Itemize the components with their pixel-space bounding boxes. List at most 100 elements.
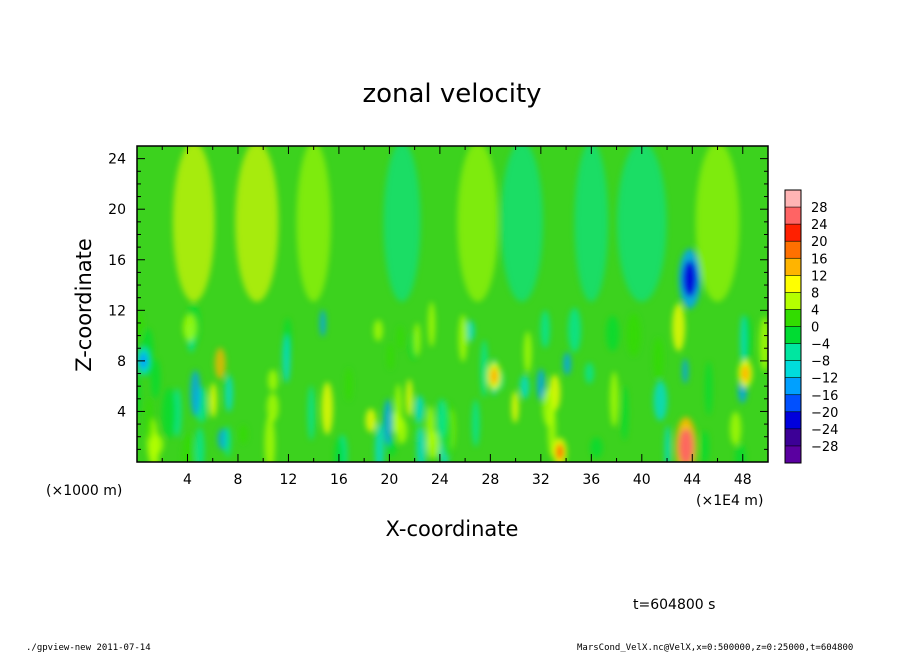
field-streak	[405, 379, 413, 417]
colorbar-label: 12	[811, 269, 828, 284]
footer-left: ./gpview-new 2011-07-14	[26, 643, 151, 653]
x-axis-label: X-coordinate	[386, 517, 519, 541]
field-streak	[224, 425, 232, 458]
field-streak	[145, 397, 153, 441]
field-streak	[480, 339, 488, 398]
colorbar-swatch	[785, 275, 801, 293]
chart-title: zonal velocity	[362, 79, 541, 109]
field-streak	[413, 322, 421, 356]
field-streak	[701, 430, 709, 462]
field-band	[574, 146, 609, 302]
colorbar-label: 4	[811, 303, 819, 318]
colorbar-label: 24	[811, 218, 828, 233]
field-streak	[609, 371, 619, 427]
field-band	[296, 146, 331, 302]
x-tick-label: 8	[233, 472, 242, 488]
field-streak	[334, 437, 344, 462]
colorbar-swatch	[785, 190, 801, 208]
field-streak	[540, 310, 550, 349]
field-streak	[394, 383, 403, 434]
field-streak	[519, 374, 530, 400]
y-axis-label: Z-coordinate	[72, 238, 96, 372]
x-tick-label: 32	[532, 472, 550, 488]
x-tick-label: 4	[183, 472, 192, 488]
field-streak	[151, 358, 161, 399]
field-streak	[436, 398, 447, 440]
field-streak	[653, 380, 668, 421]
colorbar-swatch	[785, 241, 801, 259]
field-streak	[319, 309, 326, 337]
x-tick-label: 40	[633, 472, 651, 488]
x-unit-right: (×1E4 m)	[696, 493, 763, 509]
colorbar-swatch	[785, 428, 801, 447]
field-streak	[183, 314, 197, 342]
x-unit-left: (×1000 m)	[46, 483, 122, 499]
field-streak	[190, 370, 201, 417]
y-tick-label: 16	[108, 253, 126, 269]
x-tick-label: 44	[683, 472, 701, 488]
x-axis-ticks: 4 8 12 16 20 24 28 32 36 40 44 48	[161, 146, 752, 488]
field-streak	[547, 402, 557, 457]
field-streak	[653, 337, 664, 380]
field-band	[617, 146, 667, 302]
field-streak	[182, 433, 195, 462]
field-feature	[678, 428, 693, 462]
y-tick-label: 8	[117, 354, 126, 370]
field-streak	[606, 315, 620, 352]
field-streak	[396, 325, 404, 350]
field-band	[172, 146, 215, 302]
field-streak	[568, 307, 582, 353]
field-streak	[307, 385, 315, 441]
colorbar-label: 16	[811, 252, 828, 267]
field-band	[457, 146, 499, 302]
field-feature	[682, 260, 697, 297]
field-streak	[458, 314, 468, 362]
colorbar-label: −24	[811, 423, 838, 438]
colorbar-label: −4	[811, 338, 830, 353]
y-axis-ticks: 4 8 12 16 20 24	[108, 152, 768, 450]
colorbar-swatch	[785, 360, 801, 379]
y-tick-label: 12	[108, 303, 126, 319]
y-tick-label: 4	[117, 404, 126, 420]
colorbar-swatch	[785, 377, 801, 396]
field-streak	[321, 381, 334, 435]
colorbar-label: −8	[811, 355, 830, 370]
field-streak	[137, 372, 141, 416]
field-streak	[345, 367, 353, 402]
field-streak	[563, 352, 572, 376]
field-streak	[730, 411, 742, 446]
field-streak	[386, 343, 395, 370]
field-band	[383, 146, 421, 302]
plot-frame	[136, 145, 769, 463]
field-streak	[664, 425, 671, 462]
field-streak	[536, 368, 546, 402]
footer-right: MarsCond_VelX.nc@VelX,x=0:500000,z=0:250…	[577, 643, 854, 653]
colorbar: 28 24 20 16 12 8 4 0 −4 −8 −12 −16 −20 −24 −28	[784, 189, 838, 464]
field-band	[695, 146, 740, 302]
field-streak	[523, 331, 532, 373]
colorbar-label: −28	[811, 440, 838, 455]
y-tick-label: 24	[108, 152, 126, 168]
field-streak	[239, 424, 248, 444]
field-streak	[584, 362, 594, 384]
field-streak	[682, 358, 689, 384]
field-streak	[426, 405, 435, 449]
y-tick-label: 20	[108, 202, 126, 218]
colorbar-label: −20	[811, 406, 838, 421]
field-streak	[282, 334, 291, 384]
field-streak	[173, 387, 182, 438]
field-streak	[150, 434, 164, 454]
field-streak	[414, 395, 425, 423]
colorbar-label: −16	[811, 389, 838, 404]
colorbar-swatch	[785, 292, 801, 310]
field-streak	[195, 427, 205, 462]
field-feature	[555, 443, 564, 460]
field-streak	[465, 320, 475, 342]
colorbar-label: 0	[811, 321, 819, 336]
field-band	[235, 146, 279, 302]
field-streak	[626, 313, 641, 357]
x-tick-label: 48	[734, 472, 752, 488]
colorbar-swatch	[785, 394, 801, 413]
field-streak	[373, 319, 383, 342]
